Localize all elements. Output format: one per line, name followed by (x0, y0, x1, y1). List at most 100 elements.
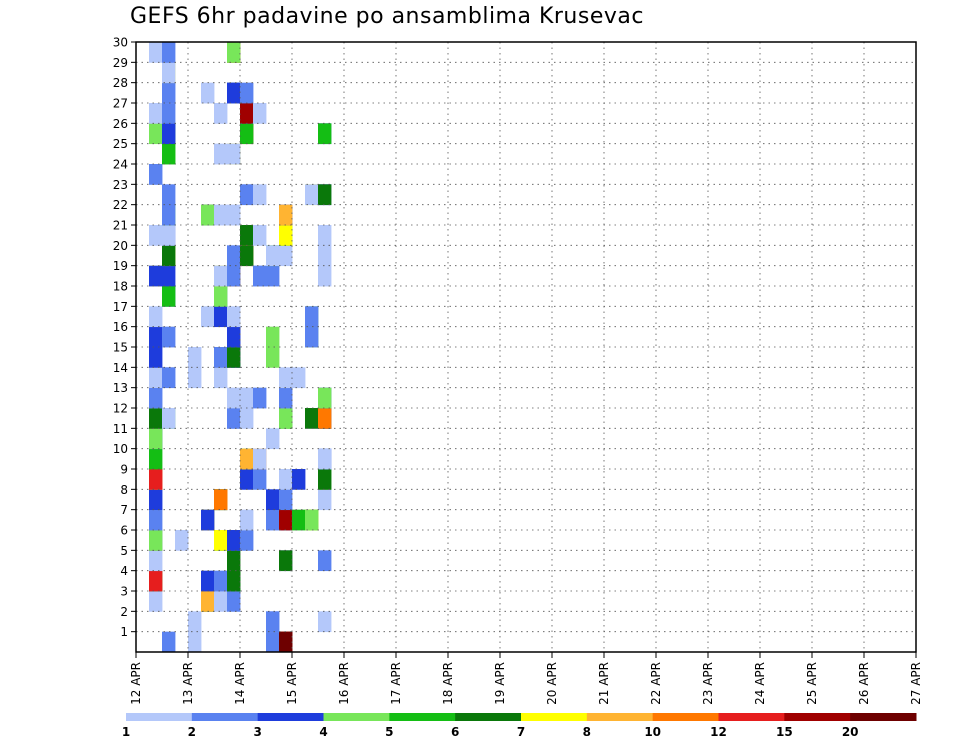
colorbar-label: 3 (253, 725, 261, 739)
x-tick-label: 26 APR (857, 662, 871, 705)
heatmap-cell (149, 103, 163, 124)
heatmap-cell (279, 367, 293, 389)
heatmap-cell (149, 265, 163, 287)
x-tick-label: 18 APR (441, 662, 455, 705)
heatmap-cell (149, 164, 163, 185)
x-axis: 12 APR 13 APR 14 APR 15 APR 16 APR 17 APR 18 A… (129, 652, 923, 705)
colorbar-label: 2 (188, 725, 196, 739)
heatmap-cell (240, 509, 254, 531)
heatmap-cell (318, 265, 332, 287)
heatmap-cell (149, 469, 163, 490)
heatmap-cell (253, 469, 267, 490)
y-tick-label: 26 (113, 117, 128, 131)
y-tick-label: 23 (113, 178, 128, 192)
heatmap-cell (318, 550, 332, 572)
heatmap-cell (240, 408, 254, 429)
heatmap-cell (253, 265, 267, 287)
colorbar-label: 20 (842, 725, 859, 739)
heatmap-cell (318, 408, 332, 429)
heatmap-cell (227, 204, 241, 226)
heatmap-cell (162, 123, 176, 145)
heatmap-cell (188, 367, 202, 389)
colorbar-swatch (850, 713, 917, 721)
heatmap-cell (253, 448, 267, 470)
x-tick-label: 23 APR (701, 662, 715, 705)
heatmap-cell (162, 367, 176, 389)
y-tick-label: 13 (113, 381, 128, 395)
colorbar-label: 7 (517, 725, 525, 739)
colorbar: 1 2 3 4 5 6 7 8 10 12 15 20 (122, 713, 917, 739)
colorbar-label: 10 (644, 725, 661, 739)
y-tick-label: 7 (120, 503, 128, 517)
heatmap-cell (292, 469, 306, 490)
heatmap-cell (266, 509, 280, 531)
y-tick-label: 8 (120, 483, 128, 497)
heatmap-cell (149, 509, 163, 531)
heatmap-cell (162, 204, 176, 226)
heatmap-cell (149, 326, 163, 348)
heatmap-cell (162, 245, 176, 267)
heatmap-cell (279, 631, 293, 653)
heatmap-cell (253, 387, 267, 409)
heatmap-cell (214, 204, 228, 226)
heatmap-cell (201, 82, 215, 104)
heatmap-cell (227, 245, 241, 267)
heatmap-cell (318, 387, 332, 409)
heatmap-cell (149, 428, 163, 450)
heatmap-cell (149, 530, 163, 551)
y-tick-label: 19 (113, 259, 128, 273)
heatmap-cell (201, 509, 215, 531)
y-tick-label: 4 (120, 564, 128, 578)
heatmap-cell (227, 530, 241, 551)
heatmap-cell (266, 245, 280, 267)
heatmap-cell (188, 347, 202, 368)
colorbar-label: 8 (583, 725, 591, 739)
heatmap-cell (240, 387, 254, 409)
heatmap-cell (162, 184, 176, 206)
heatmap-cell (240, 82, 254, 104)
colorbar-label: 1 (122, 725, 130, 739)
heatmap-cell (201, 204, 215, 226)
heatmap-cell (318, 611, 332, 633)
heatmap-cell (188, 631, 202, 653)
heatmap-cell (162, 286, 176, 307)
heatmap-cell (162, 42, 176, 63)
heatmap-cell (162, 62, 176, 84)
heatmap-cell (162, 265, 176, 287)
y-tick-label: 22 (113, 198, 128, 212)
heatmap-cell (318, 123, 332, 145)
heatmap-cell (227, 387, 241, 409)
x-tick-label: 21 APR (597, 662, 611, 705)
x-tick-label: 17 APR (389, 662, 403, 705)
heatmap-cell (227, 143, 241, 165)
y-tick-label: 10 (113, 442, 128, 456)
heatmap-cell (227, 265, 241, 287)
heatmap-cell (214, 489, 228, 511)
heatmap-cell (318, 489, 332, 511)
colorbar-swatch (586, 713, 654, 721)
y-tick-label: 18 (113, 280, 128, 294)
colorbar-swatch (718, 713, 785, 721)
heatmap-cell (162, 103, 176, 124)
heatmap-cell (279, 245, 293, 267)
colorbar-swatch (389, 713, 456, 721)
heatmap-cell (292, 367, 306, 389)
colorbar-label: 12 (710, 725, 727, 739)
heatmap-cell (305, 184, 319, 206)
heatmap-cell (279, 204, 293, 226)
x-tick-label: 14 APR (233, 662, 247, 705)
heatmap-cell (305, 326, 319, 348)
x-tick-label: 12 APR (129, 662, 143, 705)
heatmap-cell (149, 306, 163, 328)
heatmap-cell (266, 611, 280, 633)
heatmap-cell (201, 570, 215, 592)
heatmap-cell (214, 367, 228, 389)
heatmap-cell (162, 82, 176, 104)
heatmap-cell (214, 591, 228, 612)
y-tick-label: 3 (120, 585, 128, 599)
heatmap-cell (240, 225, 254, 246)
heatmap-cell (318, 225, 332, 246)
heatmap-cell (292, 509, 306, 531)
heatmap-cell (149, 123, 163, 145)
